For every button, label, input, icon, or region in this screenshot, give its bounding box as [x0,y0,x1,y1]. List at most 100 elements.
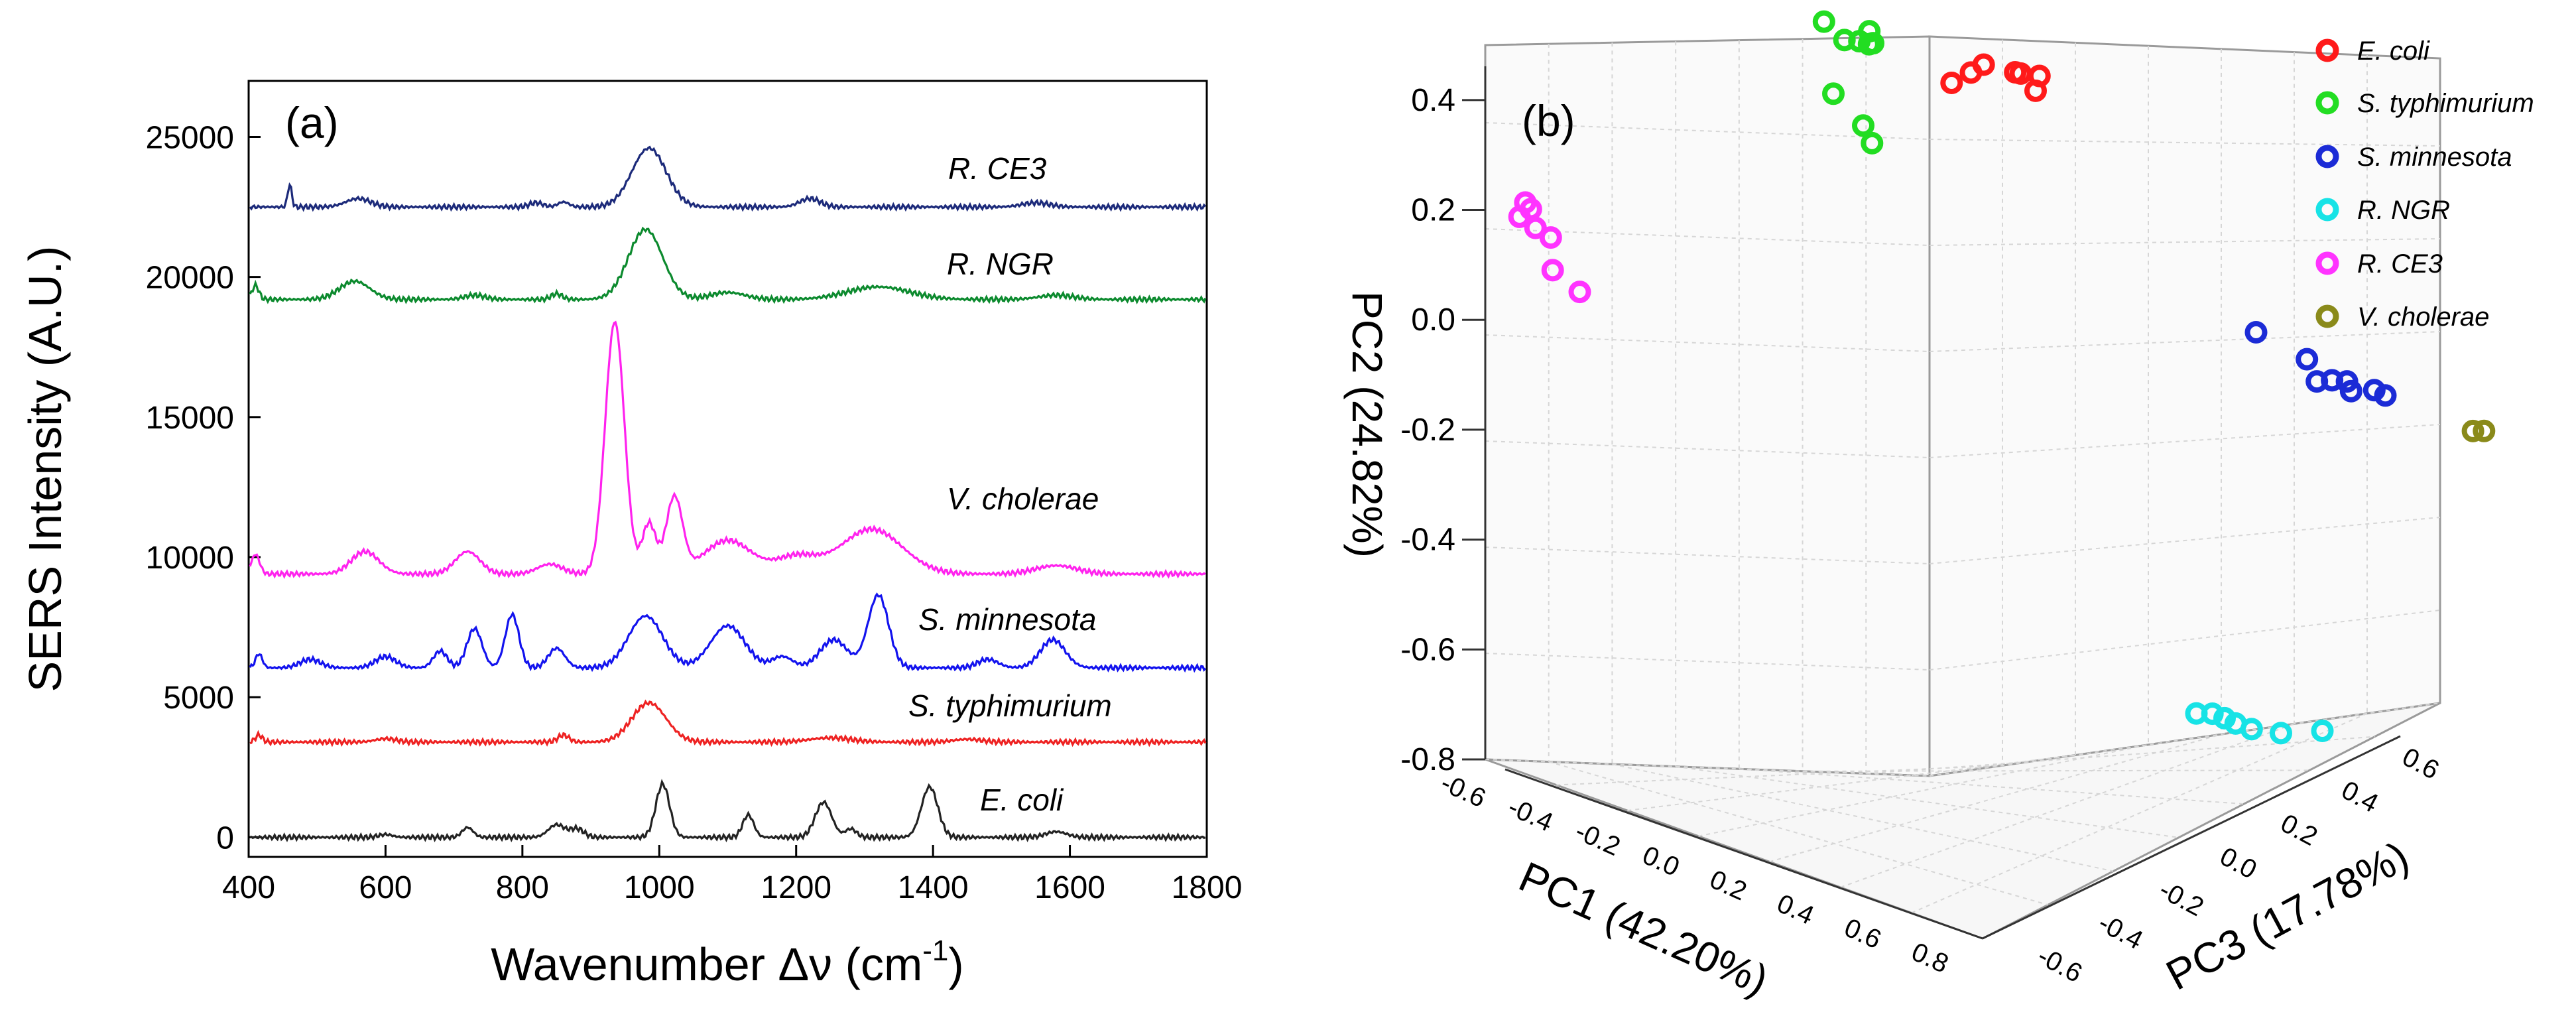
y-tick-label: 5000 [163,680,234,716]
grid-line [1929,610,2441,671]
series-label-v-cholerae: V. cholerae [947,482,1099,516]
pc1-axis-line [1504,768,1983,940]
series-line-v-cholerae [249,320,1206,580]
series-label-r-ce3: R. CE3 [948,151,1047,186]
legend-label-r-ngr: R. NGR [2357,196,2450,225]
spectra-chart: (a) R. CE3 R. NGR V. cholerae S. minneso… [19,80,1242,990]
pc2-tick-label: 0.4 [1411,83,1455,118]
x-axis-title-sup: -1 [922,934,948,967]
pc2-tick-labels: -0.8 -0.6 -0.4 -0.2 0.0 0.2 0.4 [1400,83,1455,777]
legend-marker-e-coli [2315,38,2339,62]
grid-line [1485,122,1930,140]
scatter-points [1508,10,2496,745]
legend-marker-r-ce3 [2315,251,2339,275]
pc2-tick-label: -0.4 [1400,523,1455,558]
scatter-point-s-minnesota [2339,379,2362,403]
y-tick-label: 0 [216,820,234,856]
pc3-tick-label: 0.6 [2398,742,2444,785]
grid-line [1485,547,1930,564]
grid-line [1556,765,2003,786]
pc3-tick-label: 0.0 [2215,842,2262,885]
x-tick-labels: 400 600 800 1000 1200 1400 1600 1800 [222,870,1242,905]
grid-line [1769,734,2222,863]
series-line-r-ngr [249,226,1207,305]
legend-marker-v-cholerae [2315,304,2339,328]
x-tick-label: 800 [496,870,549,905]
scatter-point-r-ngr [2240,718,2263,741]
scatter-point-r-ce3 [1508,205,1531,228]
legend-marker-s-minnesota [2315,145,2339,168]
scatter-point-r-ce3 [1539,226,1562,249]
grid-line [1485,653,1930,671]
scatter-point-s-typhimurium [1857,32,1880,56]
pc1-tick-label: -0.4 [1504,792,1558,837]
grid-line [1929,702,2441,777]
series-label-s-typhimurium: S. typhimurium [908,688,1112,723]
series-line-s-minnesota [249,592,1207,673]
legend-label-e-coli: E. coli [2357,36,2430,66]
grid-line [1929,139,2441,147]
x-tick-label: 1200 [761,870,831,905]
legend-label-v-cholerae: V. cholerae [2357,302,2489,332]
x-tick-label: 1000 [624,870,695,905]
grid-line [1929,517,2441,564]
scatter-point-r-ngr [2213,706,2236,730]
scatter-point-s-minnesota [2244,321,2268,344]
x-tick-label: 600 [359,870,412,905]
legend-marker-s-typhimurium [2315,91,2339,115]
y-tick-label: 15000 [146,401,234,436]
scatter-point-s-minnesota [2374,384,2397,407]
grid-line [1698,743,2149,837]
scatter-point-s-typhimurium [1861,131,1884,155]
series-line-s-typhimurium [249,699,1207,747]
series-label-s-minnesota: S. minnesota [918,602,1096,637]
pc1-tick-label: 0.0 [1638,840,1684,882]
scatter-point-s-typhimurium [1852,114,1874,137]
x-tick-label: 1400 [898,870,969,905]
scatter-point-r-ce3 [1568,281,1591,304]
pc1-tick-label: -0.2 [1571,816,1625,862]
legend-label-s-typhimurium: S. typhimurium [2357,89,2534,118]
panel-label-b: (b) [1522,96,1575,145]
x-tick-label: 1800 [1172,870,1243,905]
series-line-e-coli [249,779,1206,843]
scatter-point-r-ngr [2311,720,2334,742]
x-axis-title-main: Wavenumber Δν (cm [491,938,922,990]
grid-line [1929,238,2441,246]
legend: E. coli S. typhimurium S. minnesota R. N… [2315,36,2534,332]
grid-line [1802,769,2309,772]
scatter-point-s-minnesota [2296,348,2319,371]
pc2-tick-label: -0.2 [1400,413,1455,448]
scatter-point-s-minnesota [2362,379,2386,402]
grid-line [1485,440,1930,458]
scatter-point-v-cholerae [2461,419,2484,442]
series-lines [249,145,1207,843]
scatter-point-r-ce3 [1541,259,1564,282]
pc2-tick-label: -0.6 [1400,632,1455,667]
grid-line [1840,723,2295,888]
scatter-point-s-typhimurium [1858,20,1881,43]
scatter-point-s-typhimurium [1812,10,1835,33]
scatter-point-r-ce3 [1524,216,1547,239]
series-line-r-ce3 [249,145,1207,212]
pc2-tick-label: 0.0 [1411,302,1455,338]
grid-line [1485,759,1930,777]
pc3-tick-label: -0.4 [2093,908,2148,955]
y-tick-label: 25000 [146,120,234,155]
scatter-point-e-coli [1940,72,1963,94]
legend-label-r-ce3: R. CE3 [2357,249,2443,279]
x-tick-label: 400 [222,870,275,905]
pc2-tick-label: -0.8 [1400,742,1455,777]
pc3-axis-line [1982,735,2401,940]
grid-line [1676,765,2179,838]
pc2-tick-label: 0.2 [1411,193,1455,228]
panel-label-a: (a) [285,98,339,147]
legend-marker-r-ngr [2315,198,2339,222]
x-axis-title-close: ) [948,938,963,990]
legend-label-s-minnesota: S. minnesota [2357,143,2512,172]
y-tick-label: 20000 [146,261,234,296]
scatter-point-s-typhimurium [1822,82,1845,105]
grid-line [1548,761,2048,906]
x-axis-title: Wavenumber Δν (cm-1) [491,934,963,990]
grid-line [1739,768,2244,805]
